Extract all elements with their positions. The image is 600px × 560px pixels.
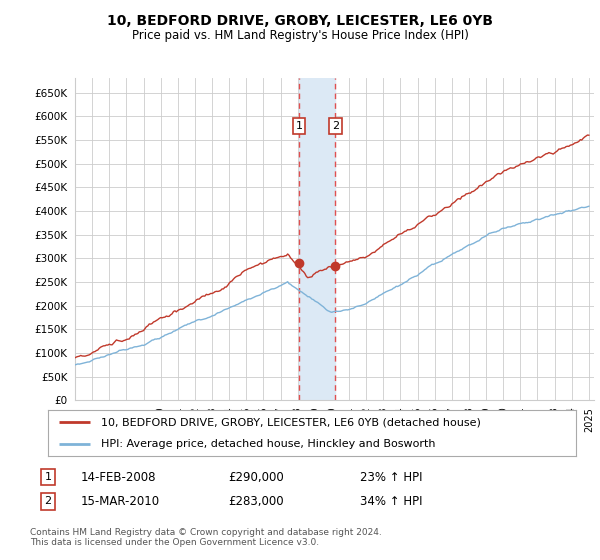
Text: 1: 1	[44, 472, 52, 482]
Text: 1: 1	[296, 121, 302, 130]
Text: HPI: Average price, detached house, Hinckley and Bosworth: HPI: Average price, detached house, Hinc…	[101, 440, 436, 450]
Bar	[299, 78, 335, 400]
Text: 34% ↑ HPI: 34% ↑ HPI	[360, 494, 422, 508]
Text: 2: 2	[44, 496, 52, 506]
Text: 10, BEDFORD DRIVE, GROBY, LEICESTER, LE6 0YB: 10, BEDFORD DRIVE, GROBY, LEICESTER, LE6…	[107, 14, 493, 28]
Text: Price paid vs. HM Land Registry's House Price Index (HPI): Price paid vs. HM Land Registry's House …	[131, 29, 469, 42]
Text: Contains HM Land Registry data © Crown copyright and database right 2024.
This d: Contains HM Land Registry data © Crown c…	[30, 528, 382, 547]
Text: 14-FEB-2008: 14-FEB-2008	[81, 470, 157, 484]
Text: £290,000: £290,000	[228, 470, 284, 484]
Text: 2: 2	[332, 121, 339, 130]
Text: £283,000: £283,000	[228, 494, 284, 508]
Text: 10, BEDFORD DRIVE, GROBY, LEICESTER, LE6 0YB (detached house): 10, BEDFORD DRIVE, GROBY, LEICESTER, LE6…	[101, 417, 481, 427]
Text: 15-MAR-2010: 15-MAR-2010	[81, 494, 160, 508]
Text: 23% ↑ HPI: 23% ↑ HPI	[360, 470, 422, 484]
